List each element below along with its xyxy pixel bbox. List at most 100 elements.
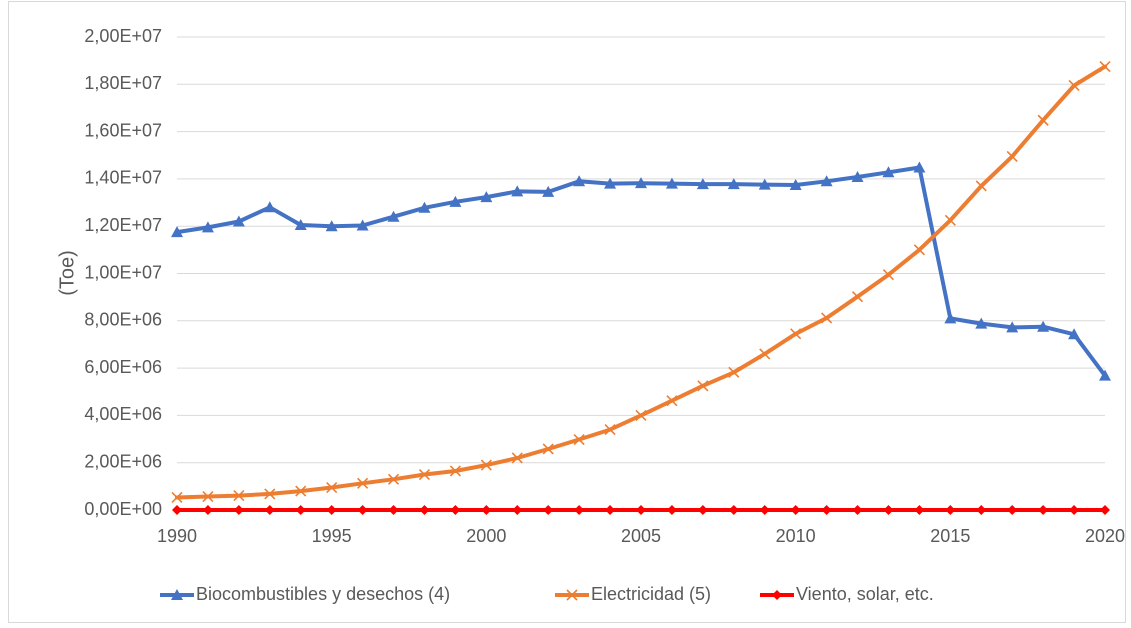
data-point-x	[264, 488, 276, 500]
data-point-diamond	[666, 505, 677, 515]
data-point-x	[1006, 150, 1018, 162]
data-point-triangle	[635, 177, 647, 189]
data-point-x	[759, 348, 771, 360]
data-point-x	[666, 395, 678, 407]
x-tick-label: 2010	[776, 526, 816, 546]
y-tick-label: 1,80E+07	[84, 73, 162, 93]
data-point-diamond	[233, 505, 244, 515]
data-point-x	[326, 481, 338, 494]
data-point-x	[418, 468, 431, 481]
data-point-triangle	[604, 177, 617, 189]
data-point-triangle	[882, 166, 895, 178]
data-point-x	[542, 443, 554, 455]
data-point-diamond	[326, 505, 337, 515]
data-point-triangle	[1068, 328, 1081, 340]
y-tick-label: 6,00E+06	[84, 357, 162, 377]
data-point-triangle	[480, 191, 493, 203]
data-point-diamond	[481, 505, 492, 515]
x-tick-label: 1995	[312, 526, 352, 546]
data-point-triangle	[418, 201, 431, 213]
data-point-x	[387, 473, 400, 485]
data-point-diamond	[357, 505, 368, 515]
data-point-triangle	[1099, 369, 1111, 381]
legend-label: Biocombustibles y desechos (4)	[196, 584, 450, 604]
data-point-triangle	[758, 178, 771, 190]
data-point-triangle	[1037, 320, 1050, 332]
data-point-x	[295, 485, 307, 497]
data-point-diamond	[450, 505, 461, 515]
data-point-diamond	[821, 505, 832, 515]
data-point-triangle	[387, 210, 400, 222]
y-tick-label: 8,00E+06	[84, 310, 162, 330]
data-point-x	[697, 380, 709, 392]
data-point-diamond	[790, 505, 801, 515]
x-tick-label: 2015	[930, 526, 970, 546]
data-point-triangle	[232, 215, 245, 227]
data-point-x	[449, 465, 461, 477]
data-point-triangle	[325, 220, 338, 232]
data-point-diamond	[419, 505, 430, 515]
data-point-x	[1037, 114, 1049, 126]
data-point-x	[171, 491, 183, 504]
grid-layer	[177, 36, 1105, 511]
data-point-diamond	[976, 505, 987, 515]
data-point-diamond	[728, 505, 739, 515]
legend-item: Viento, solar, etc.	[760, 584, 934, 604]
data-point-diamond	[1069, 505, 1080, 515]
data-point-diamond	[1100, 505, 1110, 515]
data-point-triangle	[913, 161, 926, 173]
data-point-x	[821, 312, 833, 324]
data-point-triangle	[851, 171, 864, 183]
data-point-diamond	[388, 505, 399, 515]
data-point-triangle	[171, 226, 183, 238]
data-point-x	[480, 459, 492, 471]
data-point-x	[728, 366, 740, 378]
data-point-diamond	[883, 505, 894, 515]
data-point-diamond	[636, 505, 646, 515]
x-tick-label: 2000	[466, 526, 506, 546]
x-tick-label: 2005	[621, 526, 661, 546]
data-point-triangle	[171, 589, 183, 600]
x-axis-tick-labels: 1990 1995 2000 2005 2010 2015 2020	[157, 526, 1125, 546]
series-triangle	[171, 161, 1111, 381]
y-tick-label: 1,00E+07	[84, 262, 162, 282]
x-tick-label: 1990	[157, 526, 197, 546]
data-point-x	[944, 214, 956, 226]
data-point-triangle	[1006, 321, 1019, 333]
data-point-triangle	[542, 185, 555, 197]
data-point-diamond	[945, 505, 956, 515]
y-tick-label: 4,00E+06	[84, 404, 162, 424]
data-point-diamond	[574, 505, 585, 515]
data-point-triangle	[696, 178, 709, 190]
series-diamond	[172, 505, 1110, 515]
chart-frame	[8, 1, 1126, 623]
data-point-triangle	[665, 177, 678, 189]
y-tick-label: 2,00E+06	[84, 451, 162, 471]
data-point-x	[604, 424, 616, 436]
data-point-triangle	[294, 219, 307, 231]
data-point-diamond	[772, 590, 782, 600]
data-point-x	[975, 180, 987, 192]
data-point-triangle	[944, 312, 957, 324]
data-point-diamond	[543, 505, 554, 515]
data-point-x	[882, 269, 895, 281]
data-point-diamond	[605, 505, 616, 515]
data-point-x	[790, 328, 802, 340]
y-axis-tick-labels: 0,00E+00 2,00E+06 4,00E+06 6,00E+06 8,00E+06…	[84, 26, 162, 519]
series-layer	[171, 60, 1111, 515]
y-axis-title: (Toe)	[56, 250, 78, 296]
data-point-triangle	[820, 175, 833, 187]
legend-item: Electricidad (5)	[555, 584, 711, 604]
legend-label: Electricidad (5)	[591, 584, 711, 604]
series-line	[175, 165, 1107, 378]
data-point-diamond	[1007, 505, 1018, 515]
data-point-diamond	[914, 505, 925, 515]
data-point-triangle	[201, 221, 214, 233]
data-point-x	[202, 490, 214, 503]
data-point-diamond	[172, 505, 182, 515]
data-point-triangle	[727, 178, 740, 190]
data-point-diamond	[697, 505, 708, 515]
data-point-triangle	[263, 201, 276, 213]
